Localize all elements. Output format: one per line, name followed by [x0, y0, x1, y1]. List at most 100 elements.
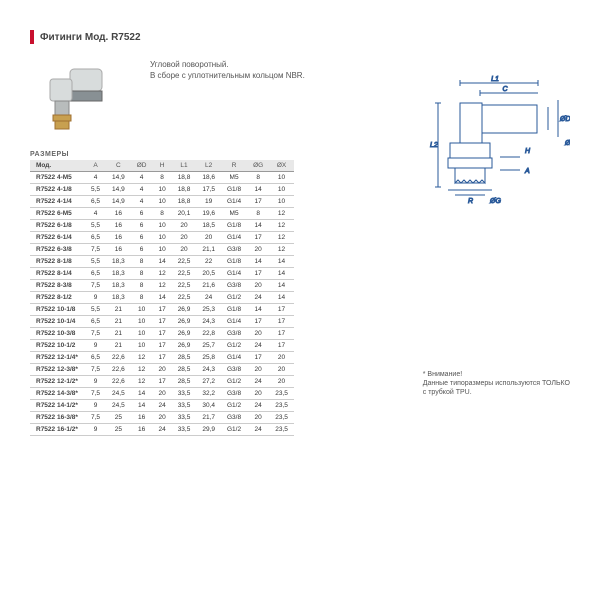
table-cell: 14,9 [106, 184, 131, 196]
svg-text:ØX: ØX [564, 140, 570, 147]
table-cell: 17 [247, 352, 269, 364]
table-cell: 21 [106, 340, 131, 352]
table-cell: 21,7 [196, 412, 221, 424]
table-col-header: L1 [172, 160, 197, 172]
table-cell: 20 [172, 232, 197, 244]
table-row: R7522 4-1/85,514,941018,817,5G1/81410 [30, 184, 294, 196]
sizes-table: Мод.ACØDHL1L2RØGØX R7522 4-M5414,94818,8… [30, 160, 294, 436]
table-cell: 26,9 [172, 316, 197, 328]
svg-text:L1: L1 [491, 76, 499, 83]
table-cell: 18,3 [106, 268, 131, 280]
table-cell: 12 [269, 208, 294, 220]
table-cell: G1/4 [221, 232, 247, 244]
table-cell: G3/8 [221, 412, 247, 424]
table-cell: 17 [152, 304, 171, 316]
table-cell: 24 [152, 424, 171, 436]
table-cell: 17 [247, 232, 269, 244]
table-cell: 6 [131, 244, 153, 256]
table-cell: 26,9 [172, 304, 197, 316]
svg-text:R: R [468, 198, 473, 205]
table-cell: 10 [269, 196, 294, 208]
table-cell: 7,5 [85, 328, 106, 340]
table-cell: 20 [172, 220, 197, 232]
svg-text:A: A [524, 168, 530, 175]
table-cell: 14 [131, 400, 153, 412]
table-cell: 7,5 [85, 364, 106, 376]
table-cell: G1/4 [221, 316, 247, 328]
table-cell: 20 [269, 352, 294, 364]
table-cell: 14 [131, 388, 153, 400]
table-cell: 24 [247, 376, 269, 388]
accent-bar [30, 30, 34, 44]
table-cell: 8 [131, 256, 153, 268]
table-cell: 24 [247, 292, 269, 304]
table-cell: R7522 4-1/8 [30, 184, 85, 196]
table-cell: 5,5 [85, 184, 106, 196]
table-cell: 9 [85, 340, 106, 352]
table-cell: 8 [152, 208, 171, 220]
table-row: R7522 8-1/46,518,381222,520,5G1/41714 [30, 268, 294, 280]
table-cell: 17 [152, 376, 171, 388]
table-cell: 8 [131, 292, 153, 304]
table-col-header: ØG [247, 160, 269, 172]
table-cell: G1/2 [221, 376, 247, 388]
table-cell: 14 [247, 184, 269, 196]
table-cell: 16 [131, 412, 153, 424]
table-cell: 17 [152, 316, 171, 328]
table-cell: R7522 6-1/4 [30, 232, 85, 244]
table-cell: 20 [152, 412, 171, 424]
table-cell: 14 [152, 256, 171, 268]
svg-text:L2: L2 [430, 142, 438, 149]
table-cell: 17 [152, 328, 171, 340]
table-cell: 5,5 [85, 304, 106, 316]
table-row: R7522 4-M5414,94818,818,6M5810 [30, 172, 294, 184]
page-header: Фитинги Мод. R7522 [30, 30, 580, 44]
table-cell: 10 [152, 220, 171, 232]
table-cell: R7522 8-1/2 [30, 292, 85, 304]
table-cell: 16 [106, 244, 131, 256]
table-col-header: ØX [269, 160, 294, 172]
table-cell: 9 [85, 376, 106, 388]
technical-diagram: L1 C ØD ØX L2 H A R ØG [400, 75, 570, 205]
table-cell: 16 [131, 424, 153, 436]
table-row: R7522 6-3/87,5166102021,1G3/82012 [30, 244, 294, 256]
table-cell: 10 [152, 244, 171, 256]
table-cell: G1/2 [221, 340, 247, 352]
table-cell: G1/8 [221, 256, 247, 268]
table-cell: 18,3 [106, 292, 131, 304]
table-row: R7522 8-1/85,518,381422,522G1/81414 [30, 256, 294, 268]
table-cell: 14 [247, 304, 269, 316]
table-cell: G3/8 [221, 364, 247, 376]
table-cell: 6,5 [85, 268, 106, 280]
table-cell: G1/2 [221, 424, 247, 436]
table-col-header: A [85, 160, 106, 172]
table-row: R7522 8-3/87,518,381222,521,6G3/82014 [30, 280, 294, 292]
table-cell: 7,5 [85, 412, 106, 424]
table-cell: 33,5 [172, 400, 197, 412]
table-cell: 22,5 [172, 256, 197, 268]
table-cell: 18,8 [172, 172, 197, 184]
table-cell: 25 [106, 424, 131, 436]
table-col-header: Мод. [30, 160, 85, 172]
table-cell: 14 [269, 256, 294, 268]
table-row: R7522 10-1/2921101726,925,7G1/22417 [30, 340, 294, 352]
table-cell: 19 [196, 196, 221, 208]
table-cell: 4 [85, 208, 106, 220]
table-cell: G1/4 [221, 268, 247, 280]
table-cell: 5,5 [85, 220, 106, 232]
table-cell: 28,5 [172, 364, 197, 376]
table-cell: 20 [152, 364, 171, 376]
table-cell: 4 [131, 172, 153, 184]
footnote: * Внимание! Данные типоразмеры использую… [423, 370, 570, 397]
table-cell: R7522 16-3/8* [30, 412, 85, 424]
table-cell: 22,5 [172, 280, 197, 292]
table-cell: 20 [247, 364, 269, 376]
table-cell: 22,5 [172, 292, 197, 304]
table-cell: 14 [152, 292, 171, 304]
table-cell: R7522 8-1/8 [30, 256, 85, 268]
table-cell: 10 [131, 328, 153, 340]
table-cell: 14,9 [106, 172, 131, 184]
table-cell: 23,5 [269, 388, 294, 400]
table-row: R7522 6-M54166820,119,6M5812 [30, 208, 294, 220]
table-cell: 20 [269, 376, 294, 388]
